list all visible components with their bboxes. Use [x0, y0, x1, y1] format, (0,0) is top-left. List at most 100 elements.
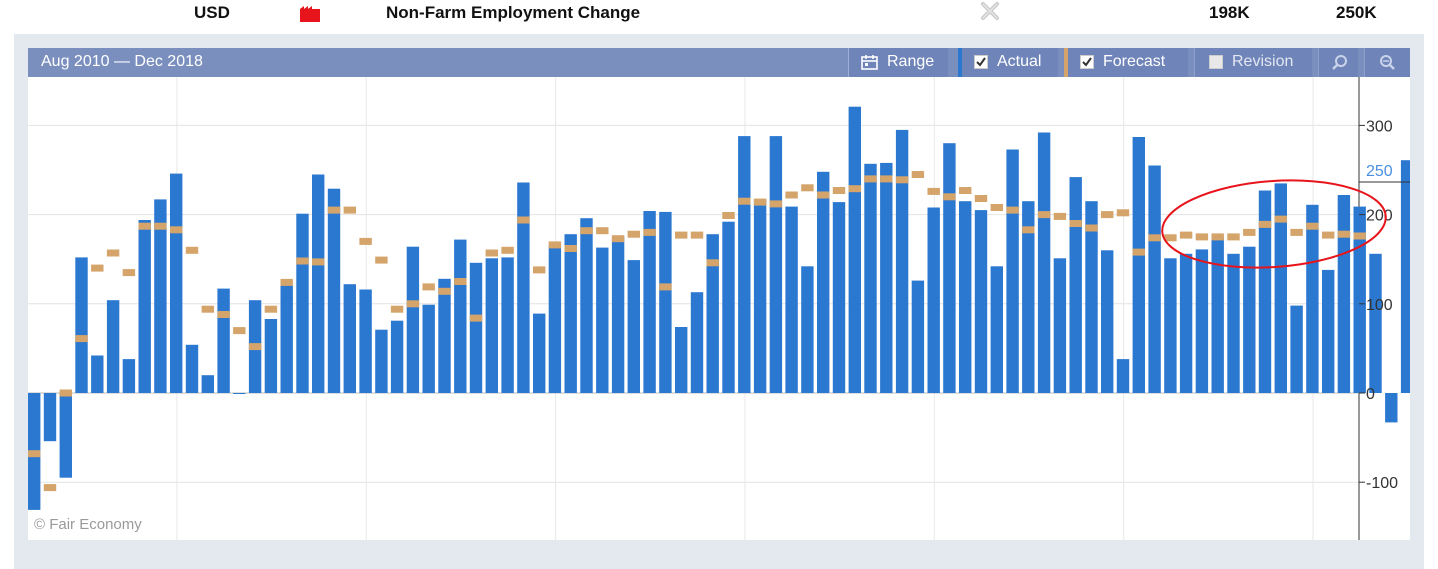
actual-bar[interactable] [390, 320, 404, 393]
zoom-out-button[interactable] [1364, 48, 1410, 77]
forecast-marker[interactable] [801, 184, 814, 192]
actual-bar[interactable] [59, 393, 72, 478]
actual-bar[interactable] [1258, 190, 1272, 394]
forecast-marker[interactable] [848, 185, 861, 193]
actual-bar[interactable] [296, 213, 309, 393]
forecast-marker[interactable] [248, 343, 262, 351]
forecast-marker[interactable] [643, 228, 656, 236]
actual-bar[interactable] [832, 202, 846, 393]
actual-bar[interactable] [1227, 253, 1240, 393]
event-title[interactable]: Non-Farm Employment Change [386, 3, 641, 22]
forecast-marker[interactable] [233, 327, 246, 335]
forecast-marker[interactable] [1353, 232, 1366, 240]
forecast-marker[interactable] [185, 246, 199, 254]
forecast-marker[interactable] [1243, 228, 1256, 236]
forecast-marker[interactable] [1085, 224, 1098, 232]
forecast-marker[interactable] [1053, 212, 1067, 220]
actual-bar[interactable] [106, 300, 120, 393]
forecast-marker[interactable] [264, 305, 278, 313]
forecast-marker[interactable] [911, 171, 925, 178]
forecast-marker[interactable] [990, 204, 1003, 211]
actual-bar[interactable] [611, 236, 625, 393]
actual-bar[interactable] [312, 174, 325, 394]
forecast-marker[interactable] [785, 191, 798, 199]
forecast-marker[interactable] [1274, 215, 1287, 223]
actual-bar[interactable] [1353, 206, 1366, 393]
forecast-marker[interactable] [580, 227, 593, 235]
forecast-marker[interactable] [675, 231, 688, 239]
forecast-marker[interactable] [469, 314, 483, 322]
forecast-marker[interactable] [659, 283, 672, 291]
actual-bar[interactable] [722, 221, 735, 393]
forecast-marker[interactable] [753, 198, 767, 206]
actual-bar[interactable] [469, 262, 483, 393]
forecast-marker[interactable] [1069, 220, 1082, 227]
forecast-marker[interactable] [122, 269, 136, 277]
forecast-marker[interactable] [106, 249, 120, 257]
actual-bar[interactable] [564, 234, 577, 393]
actual-bar[interactable] [880, 162, 893, 393]
forecast-marker[interactable] [327, 206, 341, 214]
actual-bar[interactable] [501, 257, 514, 393]
actual-bar[interactable] [201, 375, 214, 393]
forecast-marker[interactable] [1101, 211, 1114, 219]
actual-bar[interactable] [485, 258, 498, 393]
forecast-marker[interactable] [1132, 248, 1145, 256]
forecast-marker[interactable] [1258, 220, 1272, 228]
actual-bar[interactable] [533, 313, 546, 393]
forecast-marker[interactable] [501, 246, 514, 254]
forecast-marker[interactable] [1322, 231, 1335, 239]
actual-bar[interactable] [548, 244, 562, 393]
forecast-marker[interactable] [1179, 231, 1193, 239]
zoom-in-button[interactable] [1318, 48, 1358, 77]
forecast-marker[interactable] [422, 283, 435, 291]
actual-bar[interactable] [75, 257, 88, 393]
actual-bar[interactable] [738, 136, 751, 393]
forecast-marker[interactable] [722, 212, 735, 219]
actual-bar[interactable] [264, 319, 278, 393]
actual-bar[interactable] [1290, 305, 1303, 393]
forecast-marker[interactable] [1116, 209, 1130, 217]
forecast-marker[interactable] [738, 197, 751, 205]
forecast-marker[interactable] [296, 257, 309, 265]
forecast-marker[interactable] [280, 278, 293, 286]
close-x-icon[interactable] [980, 1, 1000, 21]
forecast-marker[interactable] [1022, 226, 1035, 234]
actual-bar[interactable] [580, 218, 593, 393]
actual-bar[interactable] [848, 106, 861, 393]
actual-bar[interactable] [690, 292, 704, 393]
forecast-marker[interactable] [927, 187, 940, 195]
forecast-marker[interactable] [485, 249, 498, 257]
forecast-marker[interactable] [895, 176, 909, 184]
actual-bar[interactable] [927, 207, 940, 394]
forecast-marker[interactable] [1290, 228, 1303, 236]
forecast-marker[interactable] [690, 231, 704, 239]
actual-bar[interactable] [753, 199, 767, 393]
actual-bar[interactable] [1400, 160, 1414, 393]
forecast-marker[interactable] [943, 193, 956, 201]
actual-bar[interactable] [91, 355, 104, 394]
forecast-marker[interactable] [1227, 233, 1240, 241]
actual-bar[interactable] [675, 327, 688, 393]
actual-bar[interactable] [1069, 177, 1082, 393]
actual-bar[interactable] [1037, 132, 1051, 394]
forecast-marker[interactable] [43, 484, 57, 492]
actual-bar[interactable] [1101, 250, 1114, 393]
forecast-marker[interactable] [596, 227, 609, 235]
actual-bar[interactable] [233, 393, 246, 394]
forecast-marker[interactable] [533, 266, 546, 274]
actual-bar[interactable] [438, 278, 451, 393]
actual-bar[interactable] [911, 280, 925, 393]
event-header-row[interactable]: USD Non-Farm Employment Change 198K 250K [0, 0, 1438, 30]
actual-bar[interactable] [1337, 195, 1351, 393]
forecast-marker[interactable] [217, 311, 230, 318]
forecast-marker[interactable] [1211, 233, 1224, 241]
forecast-marker[interactable] [1337, 230, 1351, 238]
forecast-marker[interactable] [28, 450, 41, 458]
actual-bar[interactable] [217, 288, 230, 393]
actual-bar[interactable] [1306, 204, 1319, 393]
forecast-marker[interactable] [138, 222, 151, 230]
forecast-marker[interactable] [517, 216, 530, 224]
